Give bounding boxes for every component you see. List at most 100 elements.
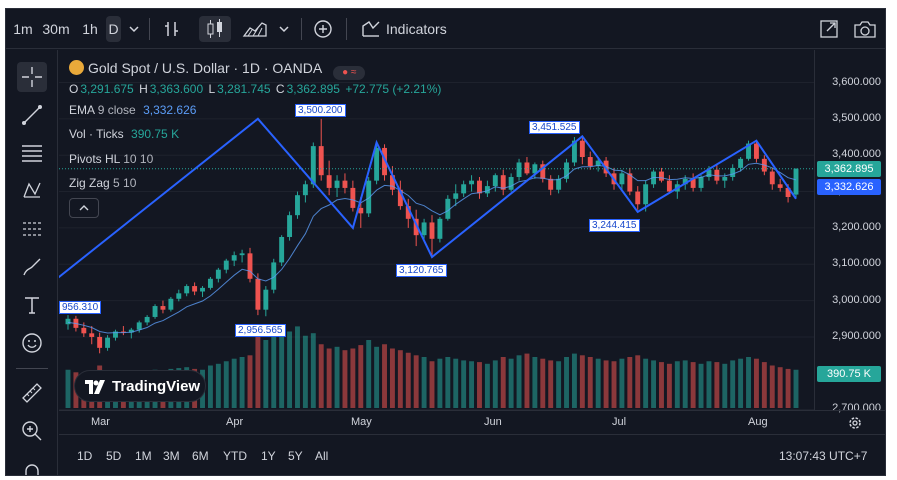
camera-snapshot-icon[interactable]	[852, 16, 878, 42]
candle-body	[564, 162, 569, 179]
range-1y-button[interactable]: 1Y	[261, 449, 276, 463]
price-tick: 3,100.000	[832, 257, 881, 269]
clock-timezone[interactable]: 13:07:43 UTC+7	[779, 449, 868, 463]
time-axis[interactable]: Mar Apr May Jun Jul Aug	[59, 410, 885, 437]
high-value: 3,363.600	[149, 82, 204, 96]
range-3m-button[interactable]: 3M	[163, 449, 180, 463]
candle-body	[595, 160, 601, 167]
fib-tool-icon[interactable]	[17, 214, 47, 244]
volume-bar	[389, 348, 395, 408]
interval-d-button[interactable]: D	[106, 16, 121, 42]
time-tick: Mar	[91, 416, 110, 428]
candle-body	[65, 318, 71, 325]
brush-icon[interactable]	[17, 252, 47, 282]
zigzag-legend[interactable]: Zig Zag 5 10	[69, 176, 137, 190]
candle-body	[382, 147, 387, 176]
candle-body	[113, 331, 118, 338]
range-5d-button[interactable]: 5D	[106, 449, 122, 463]
volume-bar	[722, 363, 728, 408]
range-5y-button[interactable]: 5Y	[288, 449, 303, 463]
candles-chart-type-icon[interactable]	[199, 16, 231, 42]
candle-body	[453, 193, 459, 199]
volume-bar	[469, 361, 475, 408]
price-axis[interactable]: 3,600.000 3,500.000 3,400.000 3,300.000 …	[814, 50, 885, 414]
candle-body	[89, 333, 95, 337]
range-1d-button[interactable]: 1D	[77, 449, 93, 463]
crosshair-cursor-icon[interactable]	[17, 62, 47, 92]
candle-body	[643, 184, 649, 205]
interval-dropdown-chevron-icon[interactable]	[126, 16, 142, 42]
candle-body	[793, 168, 799, 195]
candle-body	[271, 262, 277, 290]
candle-body	[184, 286, 190, 294]
price-chart[interactable]	[51, 50, 814, 411]
candle-body	[682, 178, 688, 185]
volume-bar	[326, 348, 332, 408]
volume-bar	[223, 361, 229, 408]
candle-body	[342, 180, 348, 188]
volume-bar	[263, 340, 269, 408]
symbol-legend[interactable]: Gold Spot / U.S. Dollar · 1D · OANDA ● ≈	[69, 60, 366, 80]
trend-line-icon[interactable]	[17, 100, 47, 130]
interval-1m-button[interactable]: 1m	[13, 21, 33, 37]
candle-body	[350, 187, 356, 208]
chart-window: 1m 30m 1h D Indicators	[5, 8, 886, 476]
pivots-legend[interactable]: Pivots HL 10 10	[69, 152, 154, 166]
candle-body	[160, 306, 166, 310]
emoji-icon[interactable]	[17, 328, 47, 358]
volume-bar	[247, 355, 253, 408]
range-all-button[interactable]: All	[315, 449, 329, 463]
volume-bar	[207, 365, 213, 408]
ruler-measure-icon[interactable]	[17, 378, 47, 408]
interval-30m-button[interactable]: 30m	[42, 21, 70, 37]
interval-1h-button[interactable]: 1h	[82, 21, 98, 37]
candle-body	[413, 218, 419, 236]
range-6m-button[interactable]: 6M	[192, 449, 209, 463]
chart-type-dropdown-chevron-icon[interactable]	[276, 16, 292, 42]
candle-body	[215, 269, 221, 279]
magnet-icon[interactable]	[17, 456, 47, 475]
collapse-legend-chevron-icon[interactable]	[69, 198, 99, 218]
ema-legend[interactable]: EMA 9 close 3,332.626	[69, 103, 197, 117]
chart-pane[interactable]: Gold Spot / U.S. Dollar · 1D · OANDA ● ≈…	[51, 50, 814, 411]
ohlc-values: O 3,291.675 H 3,363.600 L 3,281.745 C 3,362.…	[69, 82, 442, 96]
volume-bar	[793, 369, 799, 408]
candle-body	[255, 278, 261, 310]
area-chart-icon[interactable]	[240, 16, 270, 42]
horizontal-lines-icon[interactable]	[17, 138, 47, 168]
candle-body	[128, 329, 134, 333]
candle-body	[777, 184, 783, 188]
text-tool-icon[interactable]	[17, 290, 47, 320]
candle-body	[295, 195, 300, 216]
volume-bar	[445, 357, 451, 408]
range-ytd-button[interactable]: YTD	[223, 449, 247, 463]
volume-bar	[785, 368, 791, 408]
candle-body	[706, 169, 712, 178]
candle-body	[548, 178, 554, 190]
candle-body	[659, 171, 664, 181]
indicators-icon[interactable]	[359, 16, 383, 42]
pattern-tool-icon[interactable]	[17, 176, 47, 206]
volume-bar	[730, 360, 736, 408]
candle-body	[97, 336, 103, 348]
candle-body	[746, 143, 751, 159]
candle-body	[120, 331, 126, 333]
volume-bar	[461, 360, 467, 408]
settings-gear-icon[interactable]	[846, 414, 864, 437]
range-1m-button[interactable]: 1M	[135, 449, 152, 463]
volume-legend[interactable]: Vol · Ticks 390.75 K	[69, 127, 180, 141]
tradingview-logo-icon	[85, 380, 105, 394]
fullscreen-icon[interactable]	[818, 16, 840, 42]
bar-replay-icon[interactable]	[160, 16, 186, 42]
candle-body	[334, 180, 340, 188]
indicators-button[interactable]: Indicators	[386, 21, 447, 37]
zoom-in-icon[interactable]	[17, 416, 47, 446]
candle-body	[469, 180, 475, 185]
market-status-icon[interactable]: ● ≈	[333, 66, 366, 80]
volume-bar	[405, 352, 411, 408]
tradingview-logo[interactable]: TradingView	[74, 370, 206, 402]
low-value: 3,281.745	[217, 82, 271, 96]
volume-bar	[65, 369, 71, 408]
volume-bar	[587, 357, 593, 408]
compare-plus-icon[interactable]	[310, 16, 336, 42]
